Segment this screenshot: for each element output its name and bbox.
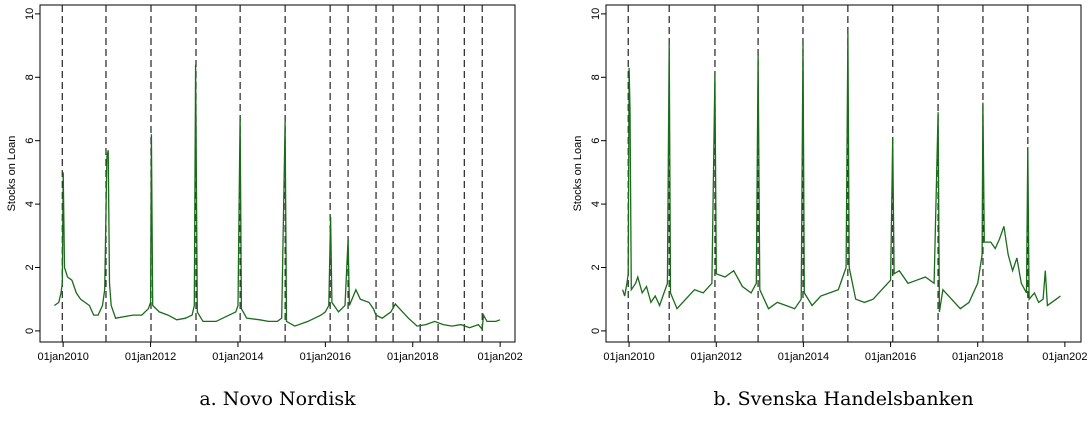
y-tick-label: 6 <box>24 138 36 144</box>
x-tick-label: 01jan2014 <box>778 351 829 363</box>
y-tick-label: 0 <box>24 328 36 334</box>
x-tick-label: 01jan2016 <box>865 351 916 363</box>
y-tick-label: 10 <box>590 8 602 20</box>
panel: 0 2 4 6 8 10 01jan2010 01jan2012 01jan2014 01jan2… <box>6 4 523 410</box>
panel: 0 2 4 6 8 10 01jan2010 01jan2012 01jan2014 01jan2… <box>572 4 1088 410</box>
x-tick-label: 01jan202 <box>478 351 523 363</box>
y-tick-label: 0 <box>590 328 602 334</box>
y-axis-title: Stocks on Loan <box>572 136 584 212</box>
plot-frame <box>39 4 516 343</box>
data-line <box>621 32 1061 313</box>
x-tick-label: 01jan202 <box>1042 351 1087 363</box>
plot-frame <box>605 4 1082 343</box>
x-tick-label: 01jan2012 <box>691 351 742 363</box>
y-axis-title: Stocks on Loan <box>6 136 18 212</box>
y-tick-label: 8 <box>590 74 602 80</box>
x-tick-label: 01jan2018 <box>952 351 1003 363</box>
data-line <box>54 64 501 331</box>
caption: a. Novo Nordisk <box>199 388 356 410</box>
y-tick-label: 2 <box>24 264 36 270</box>
x-tick-label: 01jan2012 <box>125 351 176 363</box>
y-tick-label: 6 <box>590 138 602 144</box>
y-tick-label: 2 <box>590 264 602 270</box>
x-tick-label: 01jan2016 <box>300 351 351 363</box>
x-tick-label: 01jan2010 <box>603 351 654 363</box>
y-tick-label: 10 <box>24 8 36 20</box>
x-tick-label: 01jan2014 <box>212 351 263 363</box>
x-tick-label: 01jan2018 <box>387 351 438 363</box>
y-tick-label: 4 <box>590 201 602 207</box>
x-tick-label: 01jan2010 <box>37 351 88 363</box>
y-tick-label: 4 <box>24 201 36 207</box>
y-tick-label: 8 <box>24 74 36 80</box>
caption: b. Svenska Handelsbanken <box>713 388 973 410</box>
